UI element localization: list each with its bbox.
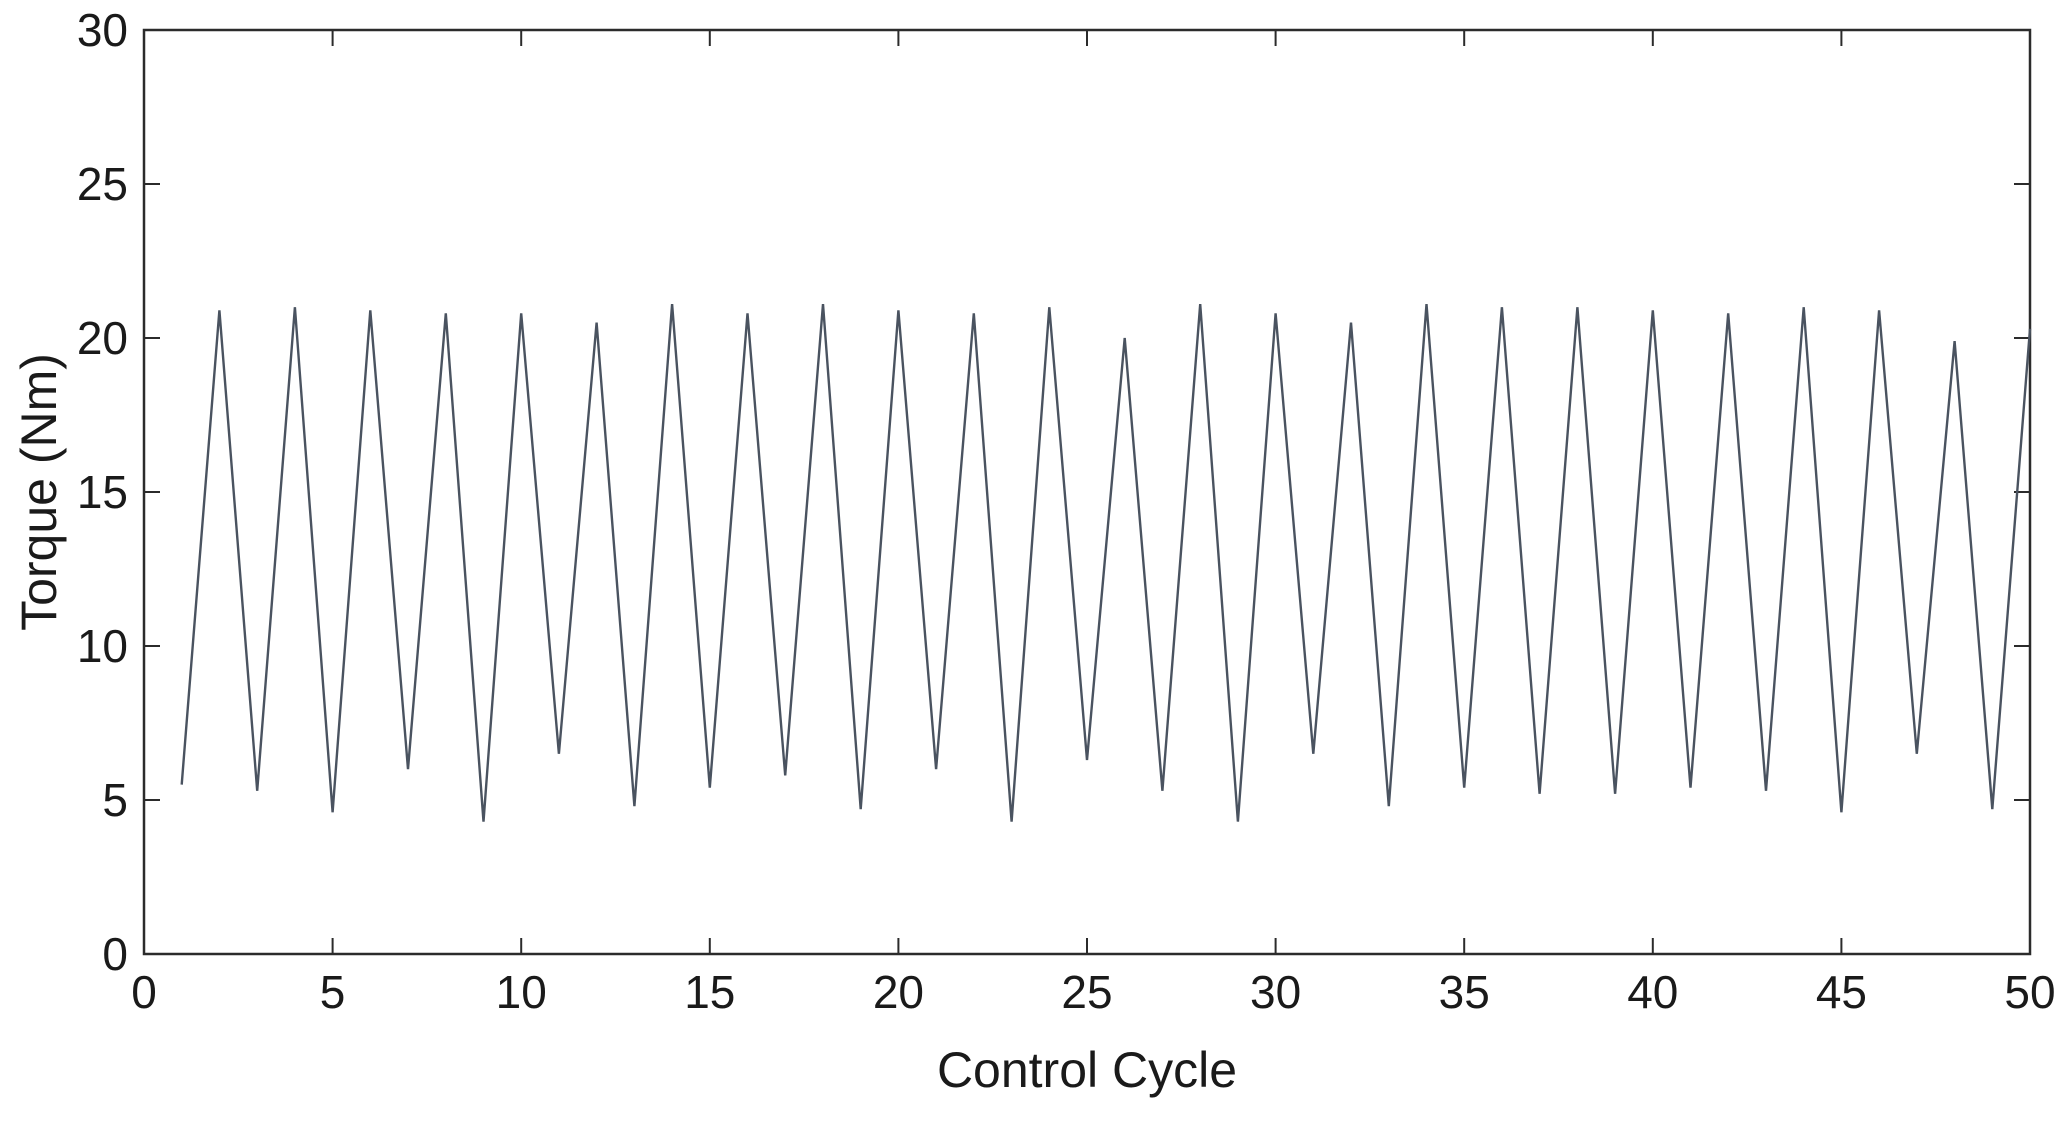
x-axis-title: Control Cycle — [937, 1042, 1237, 1098]
y-tick-label: 5 — [102, 774, 128, 826]
tick-labels: 0 5 10 15 20 25 30 35 40 45 50 0 5 10 15 20 25 30 — [77, 4, 2056, 1018]
axis-ticks — [143, 29, 2031, 955]
y-tick-label: 0 — [102, 928, 128, 980]
x-tick-label: 20 — [873, 966, 924, 1018]
y-tick-label: 10 — [77, 620, 128, 672]
x-tick-label: 30 — [1250, 966, 1301, 1018]
y-tick-label: 15 — [77, 466, 128, 518]
y-axis-title: Torque (Nm) — [11, 353, 67, 631]
y-tick-label: 20 — [77, 312, 128, 364]
y-tick-label: 25 — [77, 158, 128, 210]
plot-area — [142, 28, 2032, 956]
x-tick-label: 0 — [131, 966, 157, 1018]
y-tick-label: 30 — [77, 4, 128, 56]
x-tick-label: 40 — [1627, 966, 1678, 1018]
x-tick-label: 25 — [1061, 966, 1112, 1018]
series-layer — [180, 304, 2032, 822]
x-tick-label: 5 — [320, 966, 346, 1018]
x-tick-label: 50 — [2004, 966, 2055, 1018]
x-tick-label: 15 — [684, 966, 735, 1018]
x-tick-label: 45 — [1816, 966, 1867, 1018]
x-tick-label: 10 — [496, 966, 547, 1018]
torque-series-line — [180, 304, 2032, 822]
x-tick-label: 35 — [1439, 966, 1490, 1018]
